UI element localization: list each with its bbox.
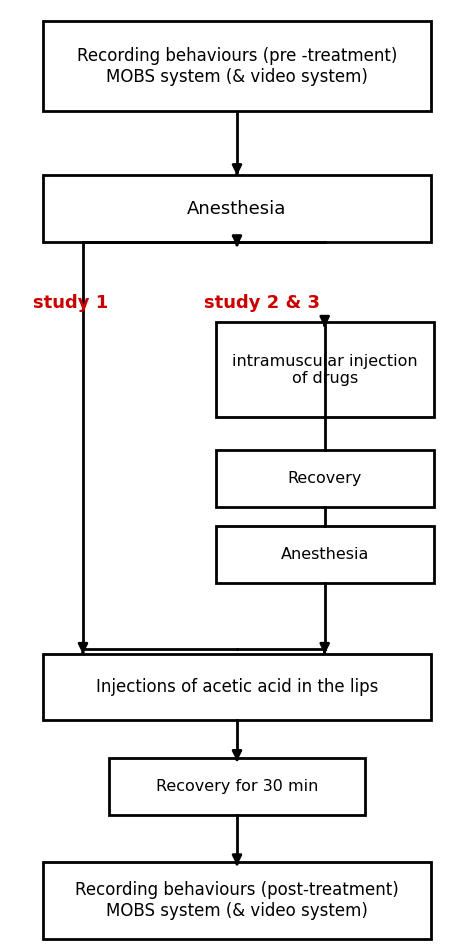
Bar xyxy=(216,450,434,507)
Bar xyxy=(43,22,431,112)
Text: Recording behaviours (pre -treatment)
MOBS system (& video system): Recording behaviours (pre -treatment) MO… xyxy=(77,47,397,85)
Text: study 1: study 1 xyxy=(33,295,109,312)
Text: Recovery: Recovery xyxy=(288,471,362,486)
Text: Anesthesia: Anesthesia xyxy=(281,547,369,562)
Text: Anesthesia: Anesthesia xyxy=(187,200,287,217)
Bar xyxy=(43,862,431,939)
Bar xyxy=(43,175,431,242)
Bar xyxy=(43,654,431,720)
Text: study 2 & 3: study 2 & 3 xyxy=(204,295,320,312)
Bar xyxy=(216,322,434,417)
Bar xyxy=(216,526,434,583)
Bar xyxy=(109,758,365,815)
Text: Injections of acetic acid in the lips: Injections of acetic acid in the lips xyxy=(96,679,378,696)
Text: Recording behaviours (post-treatment)
MOBS system (& video system): Recording behaviours (post-treatment) MO… xyxy=(75,882,399,920)
Text: intramuscular injection
of drugs: intramuscular injection of drugs xyxy=(232,354,418,386)
Text: Recovery for 30 min: Recovery for 30 min xyxy=(156,779,318,794)
